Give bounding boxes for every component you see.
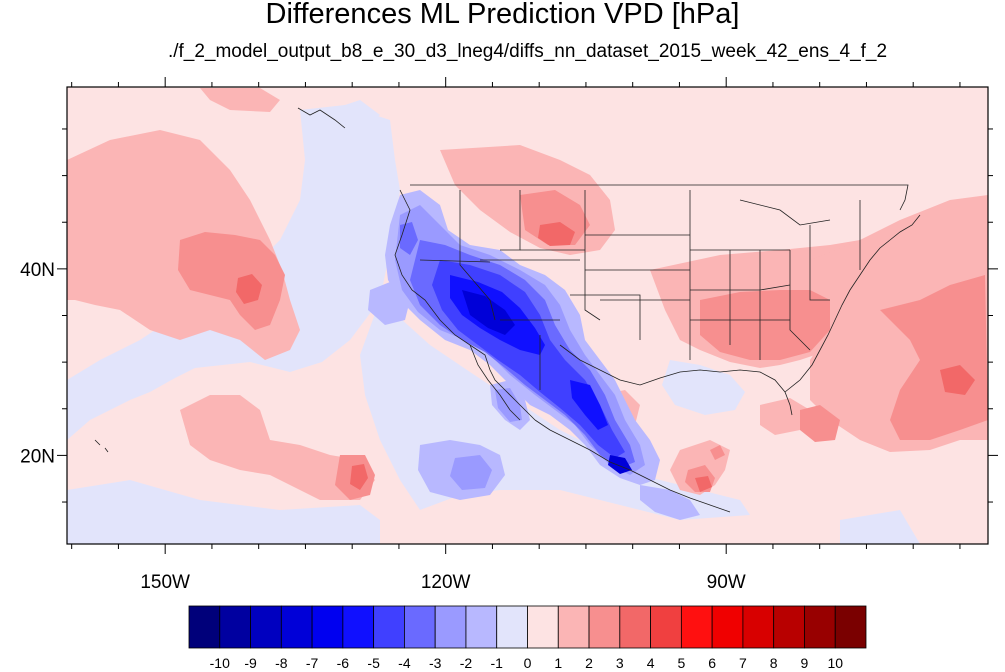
colorbar-label: 9 bbox=[801, 655, 809, 671]
boundaries bbox=[94, 107, 921, 513]
colorbar-label: -9 bbox=[244, 655, 257, 671]
colorbar-label: -7 bbox=[306, 655, 319, 671]
colorbar-swatch bbox=[804, 605, 836, 649]
colorbar-label: 10 bbox=[827, 655, 843, 671]
colorbar-swatch bbox=[742, 605, 775, 649]
colorbar-swatch bbox=[311, 605, 344, 649]
colorbar-swatch bbox=[650, 605, 682, 649]
colorbar-swatch bbox=[373, 605, 405, 649]
colorbar-swatch bbox=[496, 605, 528, 649]
colorbar-swatch bbox=[588, 605, 621, 649]
colorbar-label: 1 bbox=[554, 655, 562, 671]
colorbar-label: -3 bbox=[429, 655, 442, 671]
colorbar bbox=[188, 605, 867, 649]
colorbar-label: 4 bbox=[647, 655, 655, 671]
axis-ticks bbox=[57, 77, 998, 554]
colorbar-label: 3 bbox=[616, 655, 624, 671]
colorbar-swatch bbox=[619, 605, 651, 649]
colorbar-swatch bbox=[250, 605, 282, 649]
colorbar-swatch bbox=[342, 605, 375, 649]
map-title: Differences ML Prediction VPD [hPa] bbox=[265, 0, 740, 30]
blue-level-6 bbox=[462, 290, 632, 474]
lat-tick-label: 40N bbox=[20, 260, 55, 281]
colorbar-swatch bbox=[834, 605, 867, 649]
colorbar-labels: -10 -9 -8 -7 -6 -5 -4 -3 -2 -1 0 1 2 3 4 5 6 7 8 9 10 bbox=[210, 655, 844, 671]
colorbar-label: 6 bbox=[708, 655, 716, 671]
colorbar-label: 0 bbox=[524, 655, 532, 671]
colorbar-label: -5 bbox=[367, 655, 380, 671]
colorbar-swatch bbox=[557, 605, 590, 649]
colorbar-label: 7 bbox=[739, 655, 747, 671]
colorbar-swatch bbox=[188, 605, 221, 649]
lon-tick-label: 90W bbox=[707, 572, 746, 593]
colorbar-label: -6 bbox=[337, 655, 350, 671]
map-plot-area bbox=[67, 87, 988, 544]
map-subtitle: ./f_2_model_output_b8_e_30_d3_lneg4/diff… bbox=[167, 41, 888, 62]
lon-tick-label: 150W bbox=[140, 572, 190, 593]
colorbar-label: -4 bbox=[398, 655, 411, 671]
dark-red-spots bbox=[236, 222, 975, 492]
colorbar-label: -1 bbox=[491, 655, 504, 671]
colorbar-swatch bbox=[711, 605, 744, 649]
axis-tick-labels: 150W 120W 90W 40N 20N bbox=[20, 260, 746, 593]
colorbar-label: -2 bbox=[460, 655, 473, 671]
colorbar-swatch bbox=[773, 605, 805, 649]
colorbar-swatch bbox=[465, 605, 498, 649]
colorbar-swatch bbox=[219, 605, 251, 649]
colorbar-label: 2 bbox=[585, 655, 593, 671]
colorbar-swatch bbox=[680, 605, 713, 649]
colorbar-swatch bbox=[280, 605, 313, 649]
colorbar-swatch bbox=[434, 605, 467, 649]
lat-tick-label: 20N bbox=[20, 446, 55, 467]
colorbar-label: 8 bbox=[770, 655, 778, 671]
lon-tick-label: 120W bbox=[421, 572, 471, 593]
colorbar-swatch bbox=[404, 605, 436, 649]
colorbar-label: -8 bbox=[275, 655, 288, 671]
colorbar-label: 5 bbox=[677, 655, 685, 671]
colorbar-label: -10 bbox=[210, 655, 230, 671]
colorbar-swatch bbox=[527, 605, 559, 649]
